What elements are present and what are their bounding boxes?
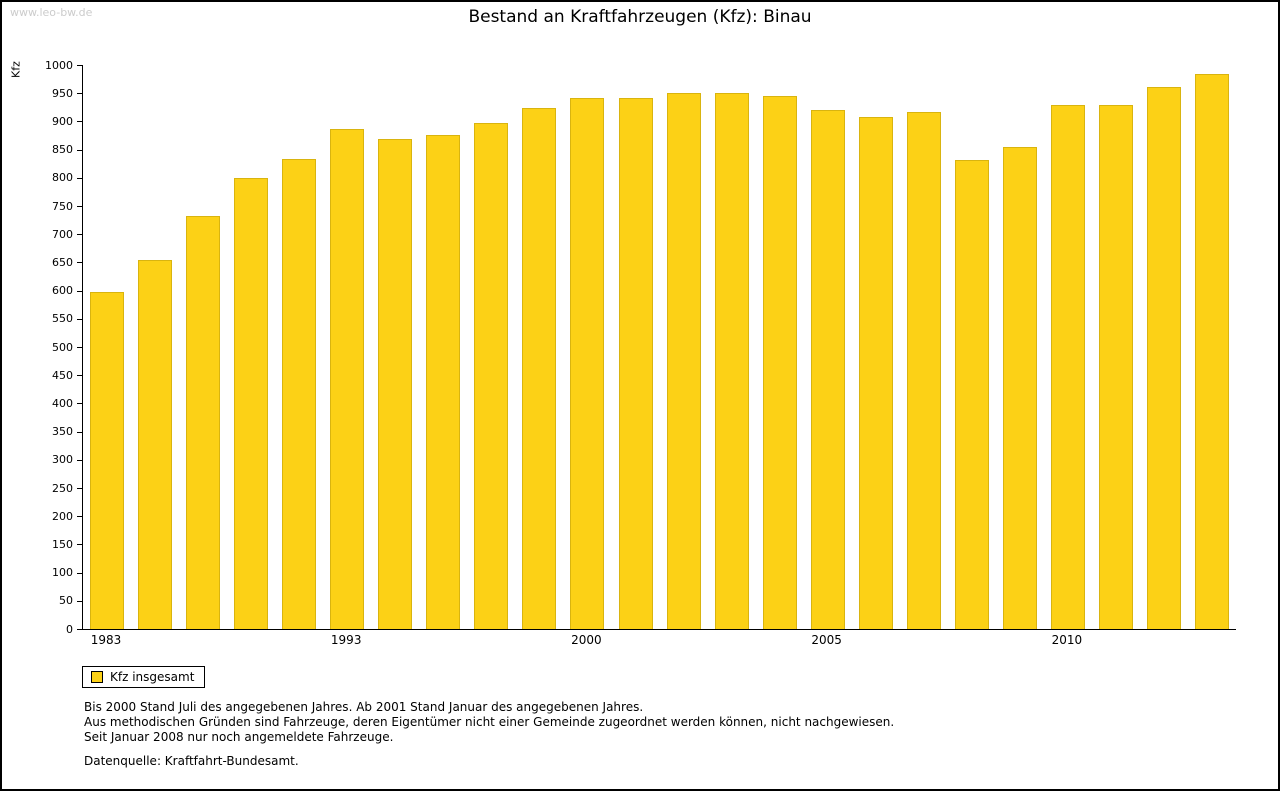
y-tick-label: 600 (52, 284, 73, 298)
y-tick-mark (77, 149, 82, 151)
y-tick-label: 650 (52, 255, 73, 269)
x-tick-label-2005: 2005 (811, 633, 842, 647)
bar-2003 (714, 92, 749, 629)
y-tick-mark (77, 544, 82, 546)
x-tick-label-1993: 1993 (330, 633, 362, 647)
bar-1991 (282, 158, 317, 629)
footnote-line-1: Bis 2000 Stand Juli des angegebenen Jahr… (84, 700, 644, 714)
bar-2001 (618, 97, 653, 629)
x-tick-label-1983: 1983 (90, 633, 122, 647)
data-source: Datenquelle: Kraftfahrt-Bundesamt. (84, 754, 299, 768)
y-tick-mark (77, 516, 82, 518)
bar-1987 (186, 216, 221, 629)
y-tick-label: 850 (52, 143, 73, 157)
y-tick-label: 250 (52, 481, 73, 495)
footnote-line-3: Seit Januar 2008 nur noch angemeldete Fa… (84, 730, 394, 744)
bar-1999 (522, 107, 557, 629)
watermark: www.leo-bw.de (10, 6, 93, 19)
y-tick-label: 550 (52, 312, 73, 326)
y-tick-mark (77, 629, 82, 630)
y-tick-mark (77, 431, 82, 433)
bar-2004 (762, 95, 797, 629)
bar-2007 (906, 111, 941, 629)
bar-1998 (474, 122, 509, 629)
y-tick-mark (77, 318, 82, 320)
y-tick-mark (77, 572, 82, 574)
y-tick-label: 50 (59, 594, 73, 608)
y-tick-label: 350 (52, 425, 73, 439)
y-tick-label: 1000 (45, 58, 73, 72)
bar-1985 (138, 259, 173, 629)
y-tick-mark (77, 375, 82, 377)
y-axis: 0 50 100 150 200 250 300 350 400 450 500 550 600 650 7… (2, 59, 82, 636)
bar-2011 (1098, 105, 1133, 629)
y-tick-mark (77, 121, 82, 123)
bar-1989 (234, 177, 269, 629)
y-tick-mark (77, 403, 82, 405)
y-tick-mark (77, 177, 82, 179)
y-tick-label: 150 (52, 537, 73, 551)
y-tick-mark (77, 347, 82, 348)
y-tick-label: 500 (52, 340, 73, 354)
bar-1997 (426, 134, 461, 629)
bar-2013 (1195, 74, 1229, 629)
bar-2010 (1050, 105, 1085, 629)
chart-title: Bestand an Kraftfahrzeugen (Kfz): Binau (468, 7, 812, 27)
y-tick-mark (77, 488, 82, 489)
y-tick-label: 100 (52, 566, 73, 580)
y-tick-label: 900 (52, 114, 73, 128)
bar-1995 (378, 138, 413, 629)
legend-label: Kfz insgesamt (110, 670, 195, 684)
y-tick-mark (77, 600, 82, 602)
bar-2006 (858, 116, 893, 629)
y-tick-mark (77, 93, 82, 95)
y-tick-label: 200 (52, 509, 73, 523)
x-tick-label-2010: 2010 (1051, 633, 1083, 647)
bar-2012 (1146, 87, 1181, 629)
y-tick-label: 750 (52, 199, 73, 213)
bar-2008 (954, 159, 989, 629)
y-tick-mark (77, 290, 82, 292)
footnotes: Bis 2000 Stand Juli des angegebenen Jahr… (84, 700, 1258, 769)
y-tick-label: 300 (52, 453, 73, 467)
y-tick-label: 0 (66, 622, 73, 636)
x-axis: 1983 1993 2000 2005 2010 (82, 633, 1236, 649)
bar-2009 (1002, 146, 1037, 629)
y-tick-mark (77, 65, 82, 66)
y-tick-mark (77, 262, 82, 264)
y-tick-label: 450 (52, 368, 73, 382)
y-tick-label: 400 (52, 396, 73, 410)
x-tick-label-2000: 2000 (571, 633, 602, 647)
y-tick-label: 950 (52, 86, 73, 100)
legend: Kfz insgesamt (82, 666, 206, 688)
y-tick-mark (77, 234, 82, 236)
y-tick-mark (77, 206, 82, 207)
bar-1993 (330, 128, 365, 629)
y-tick-mark (77, 459, 82, 461)
y-tick-label: 700 (52, 227, 73, 241)
bar-2002 (666, 92, 701, 629)
bar-2005 (810, 109, 845, 629)
bar-2000 (570, 97, 605, 629)
bar-1983 (90, 291, 124, 629)
footnote-line-2: Aus methodischen Gründen sind Fahrzeuge,… (84, 715, 895, 729)
legend-swatch (91, 671, 103, 683)
plot-area (82, 65, 1236, 630)
y-tick-label: 800 (52, 171, 73, 185)
